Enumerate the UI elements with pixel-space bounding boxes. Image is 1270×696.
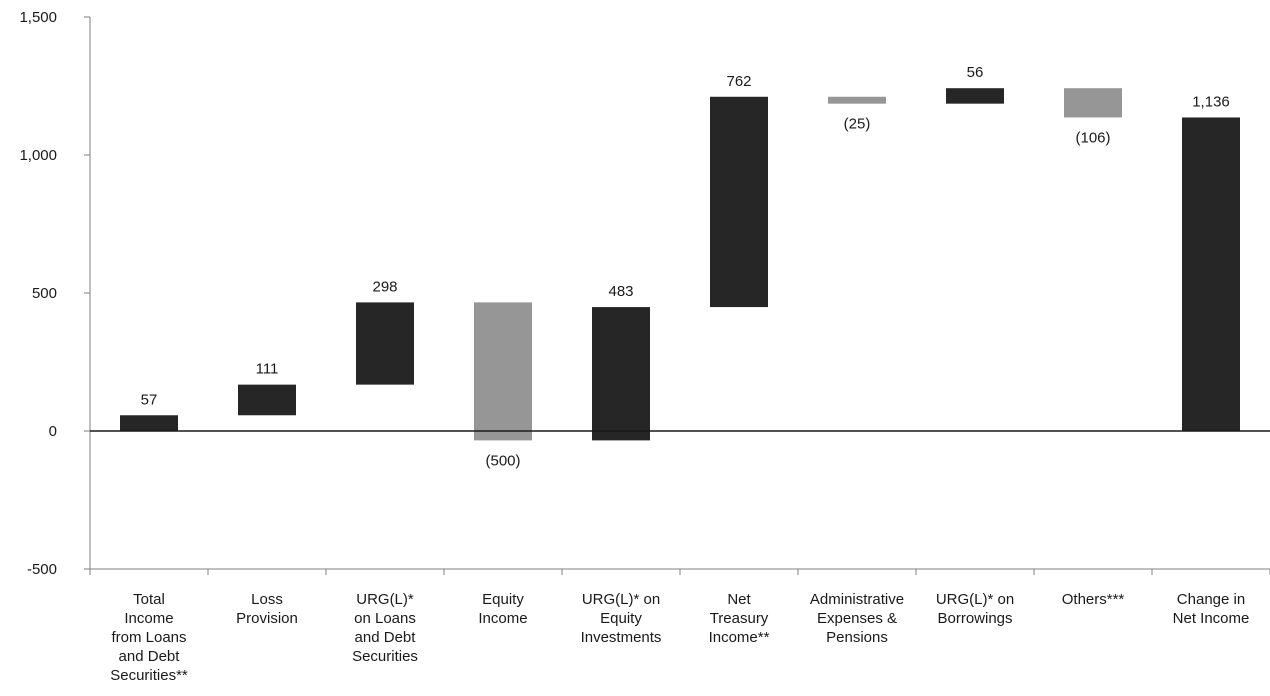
x-category-label-line: Income**	[709, 629, 770, 646]
x-category-label-line: Income	[124, 610, 173, 627]
x-category-label: URG(L)* on Loans and Debt Securities	[352, 591, 418, 665]
x-category-label: URG(L)* on Equity Investments	[581, 591, 662, 646]
bar-increase	[946, 88, 1004, 104]
bars	[120, 88, 1240, 441]
y-axis: -500 0 500 1,000 1,500	[19, 9, 91, 578]
x-category-label-line: Change in	[1177, 591, 1245, 608]
x-category-label: URG(L)* on Borrowings	[936, 591, 1014, 627]
x-category-label-line: Total	[133, 591, 165, 608]
x-category-label: Loss Provision	[236, 591, 298, 627]
x-category-label-line: Investments	[581, 629, 662, 646]
data-label: 57	[141, 391, 158, 408]
bar-increase	[356, 302, 414, 385]
x-category-label-line: Net Income	[1173, 610, 1250, 627]
x-category-label: Equity Income	[478, 591, 527, 627]
x-category-label-line: URG(L)* on	[582, 591, 660, 608]
x-category-label-line: Securities	[352, 648, 418, 665]
x-category-label-line: Administrative	[810, 591, 904, 608]
y-tick-label: 1,000	[19, 147, 57, 164]
bar-increase	[238, 384, 296, 416]
x-category-label-line: Equity	[482, 591, 524, 608]
x-category-label-line: Expenses &	[817, 610, 897, 627]
bar-total	[1182, 117, 1240, 432]
bar-increase	[592, 307, 650, 441]
x-category-label-line: Securities**	[110, 667, 188, 684]
data-label: 298	[372, 278, 397, 295]
x-category-label-line: URG(L)*	[356, 591, 414, 608]
x-category-label-line: Net	[727, 591, 751, 608]
data-label: 762	[726, 73, 751, 90]
x-category-label-line: and Debt	[119, 648, 181, 665]
category-labels: Total Income from Loans and Debt Securities*…	[110, 591, 1249, 684]
x-category-label-line: URG(L)* on	[936, 591, 1014, 608]
x-category-label: Total Income from Loans and Debt Securities*…	[110, 591, 188, 684]
data-labels: 57 111 298 (500) 483 762 (25) 56 (106) 1,136	[141, 64, 1230, 469]
x-category-label-line: Income	[478, 610, 527, 627]
y-tick-label: 0	[49, 423, 57, 440]
x-category-label-line: from Loans	[111, 629, 186, 646]
bar-decrease	[828, 96, 886, 104]
x-category-label-line: Loss	[251, 591, 283, 608]
x-category-label-line: and Debt	[355, 629, 417, 646]
data-label: (500)	[485, 452, 520, 469]
x-category-label: Change in Net Income	[1173, 591, 1250, 627]
x-category-label-line: Provision	[236, 610, 298, 627]
y-tick-label: 500	[32, 285, 57, 302]
bar-decrease	[1064, 88, 1122, 118]
x-category-label-line: Pensions	[826, 629, 888, 646]
x-category-label: Net Treasury Income**	[709, 591, 770, 646]
data-label: 1,136	[1192, 93, 1230, 110]
x-category-label-line: Equity	[600, 610, 642, 627]
bar-decrease	[474, 302, 532, 441]
data-label: 483	[608, 283, 633, 300]
x-category-label-line: on Loans	[354, 610, 416, 627]
x-category-label-line: Others***	[1062, 591, 1125, 608]
y-tick-label: 1,500	[19, 9, 57, 26]
bar-increase	[710, 96, 768, 308]
x-axis	[89, 430, 1270, 575]
x-category-label-line: Borrowings	[937, 610, 1012, 627]
data-label: (25)	[844, 116, 871, 133]
x-category-label-line: Treasury	[710, 610, 769, 627]
data-label: (106)	[1075, 129, 1110, 146]
data-label: 56	[967, 64, 984, 81]
x-category-label: Others***	[1062, 591, 1125, 608]
x-category-label: Administrative Expenses & Pensions	[810, 591, 904, 646]
y-tick-label: -500	[27, 561, 57, 578]
bar-increase	[120, 415, 178, 431]
data-label: 111	[256, 361, 279, 378]
